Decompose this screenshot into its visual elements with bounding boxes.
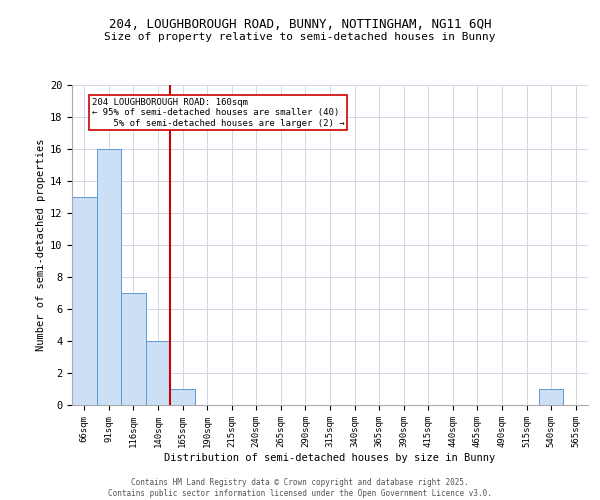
Bar [170,389,195,405]
Bar [97,149,121,405]
Y-axis label: Number of semi-detached properties: Number of semi-detached properties [35,138,46,351]
Bar [121,293,146,405]
Text: 204 LOUGHBOROUGH ROAD: 160sqm
← 95% of semi-detached houses are smaller (40)
   : 204 LOUGHBOROUGH ROAD: 160sqm ← 95% of s… [92,98,344,128]
Bar [539,389,563,405]
Text: Contains HM Land Registry data © Crown copyright and database right 2025.
Contai: Contains HM Land Registry data © Crown c… [108,478,492,498]
Bar [72,197,97,405]
Bar [146,341,170,405]
Text: 204, LOUGHBOROUGH ROAD, BUNNY, NOTTINGHAM, NG11 6QH: 204, LOUGHBOROUGH ROAD, BUNNY, NOTTINGHA… [109,18,491,30]
Text: Size of property relative to semi-detached houses in Bunny: Size of property relative to semi-detach… [104,32,496,42]
X-axis label: Distribution of semi-detached houses by size in Bunny: Distribution of semi-detached houses by … [164,452,496,462]
